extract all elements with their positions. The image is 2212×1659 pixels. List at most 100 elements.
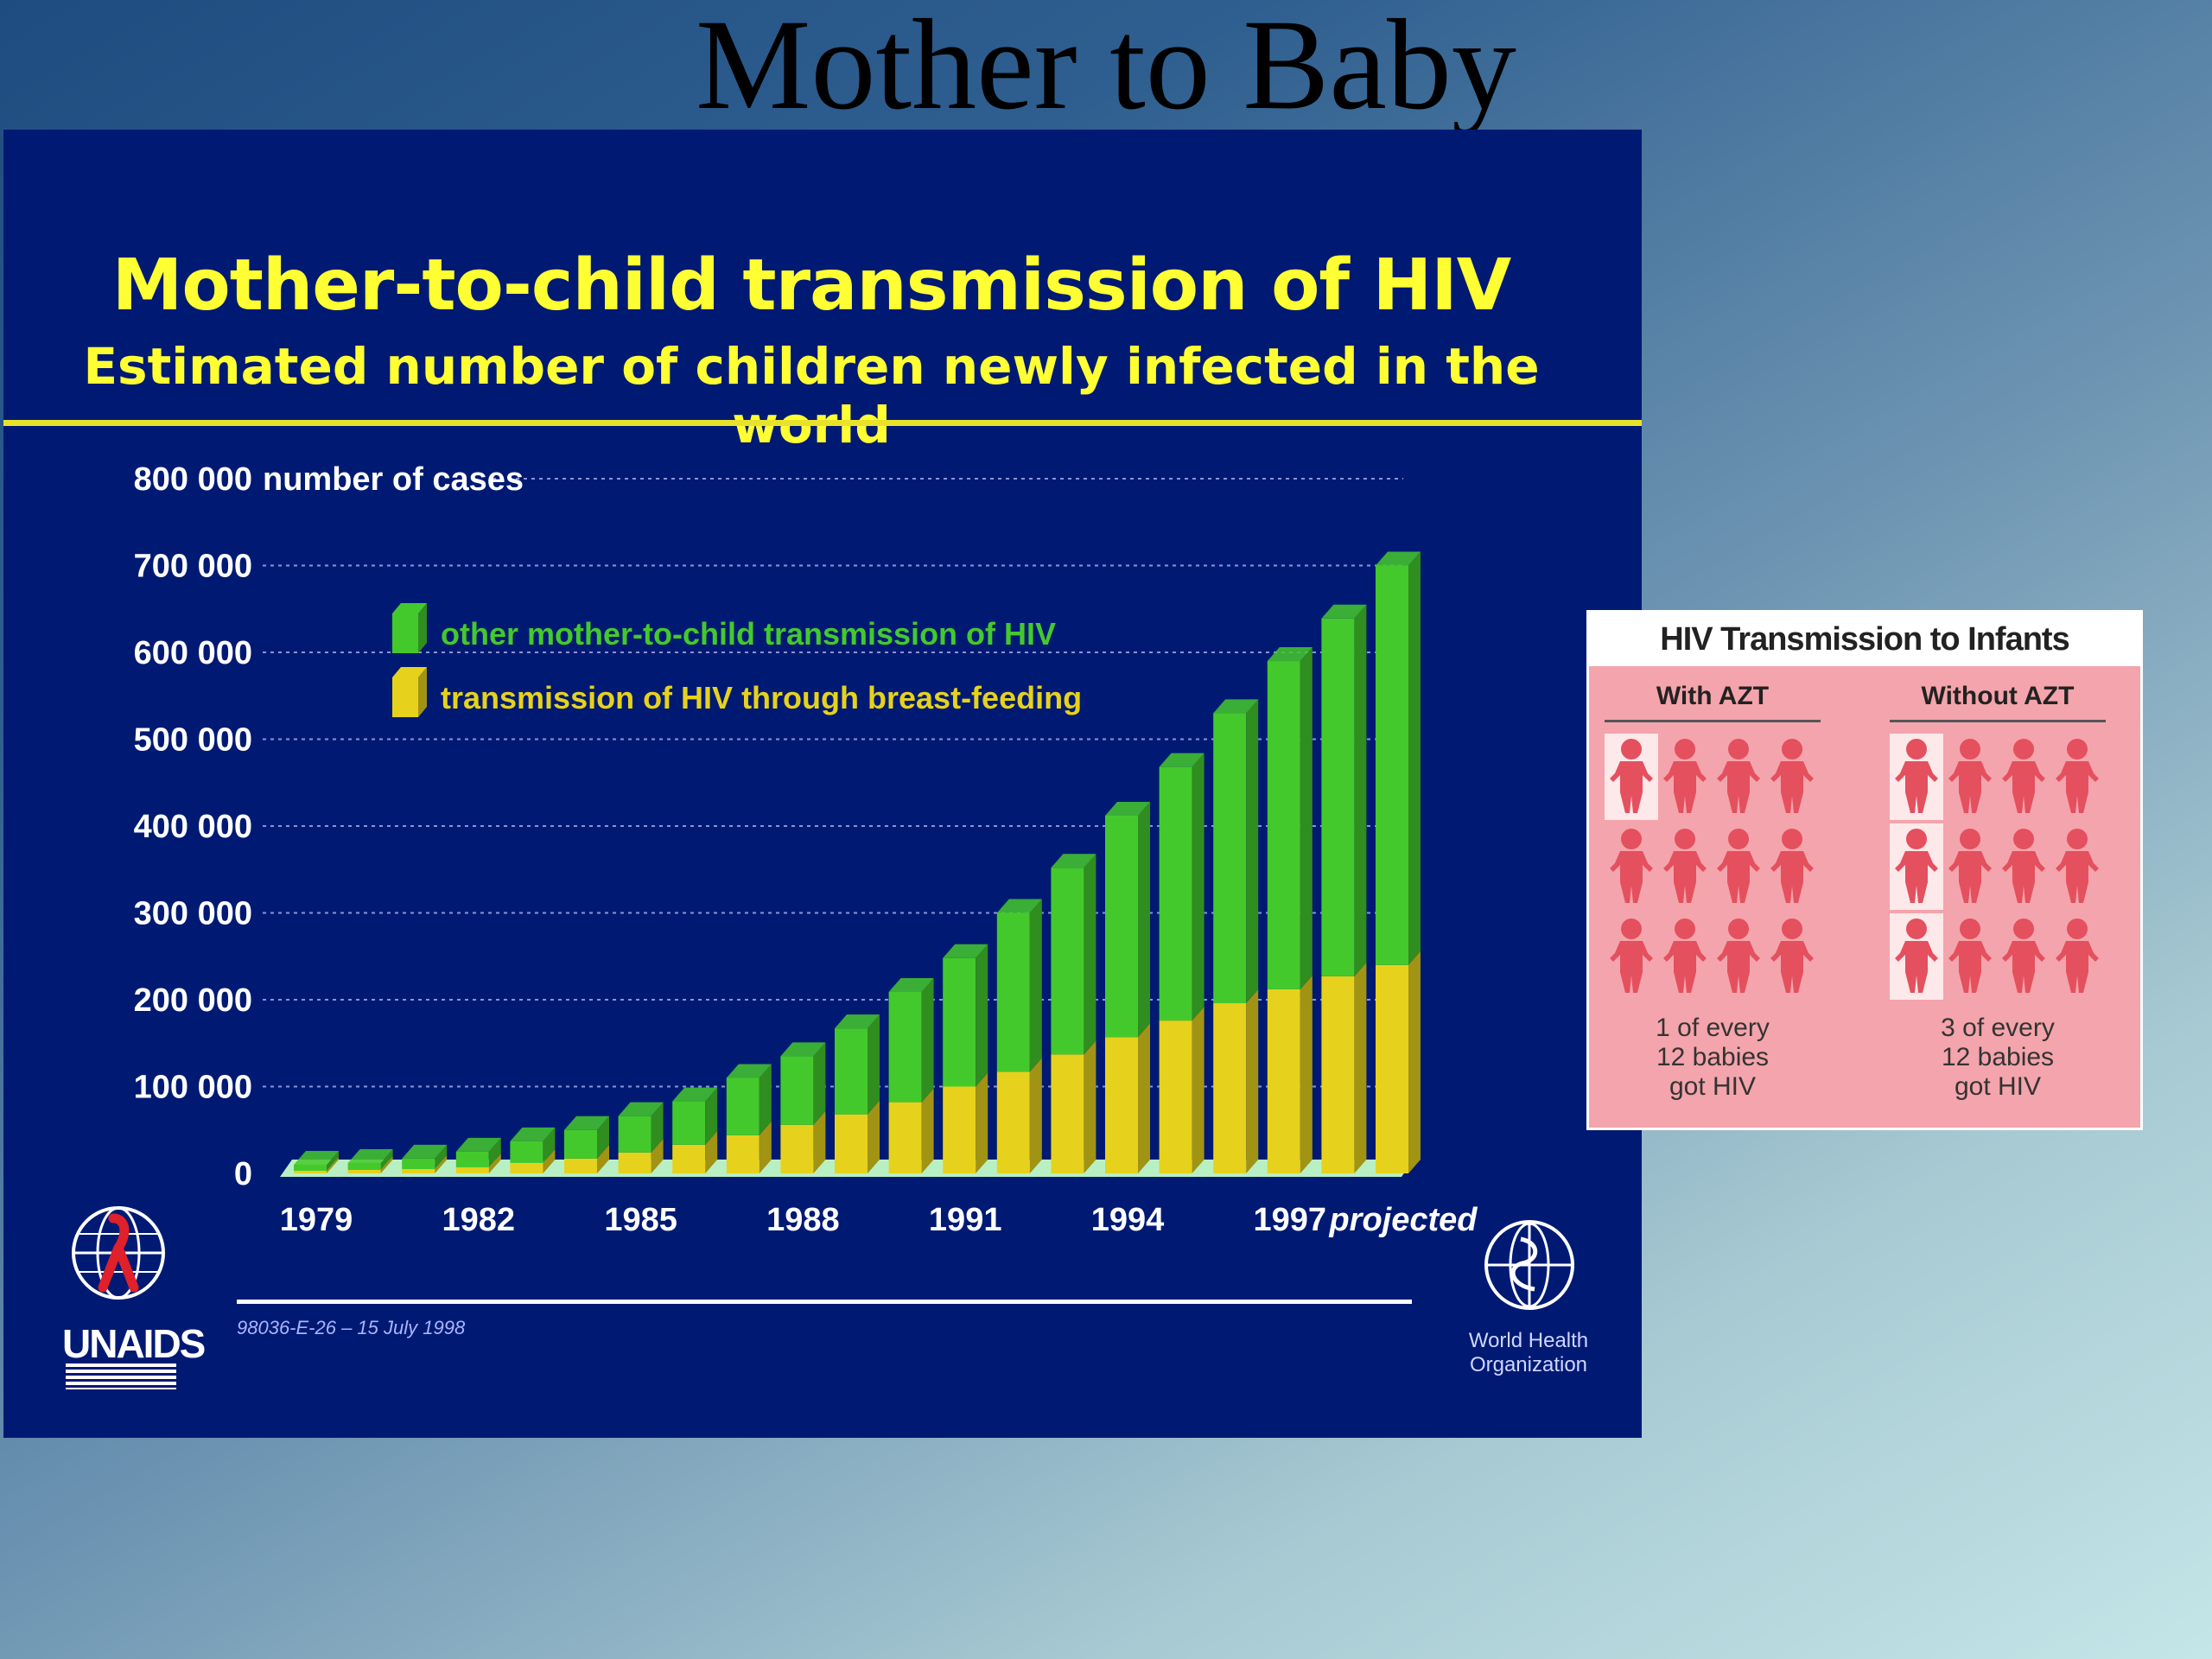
without-azt-heading: Without AZT <box>1921 682 2075 710</box>
bar-other-transmission-side <box>1084 854 1096 1055</box>
footer-rule <box>237 1300 1412 1304</box>
bar-breastfeeding <box>1051 1054 1084 1173</box>
y-axis-label: number of cases <box>263 461 524 498</box>
bar-other-transmission <box>943 957 976 1087</box>
bar-top <box>347 1148 393 1163</box>
bar-breastfeeding <box>1105 1037 1138 1173</box>
y-tick-label: 700 000 <box>134 549 252 585</box>
y-tick-label: 800 000 <box>134 461 252 498</box>
bar-other-transmission-side <box>1192 753 1205 1021</box>
bar-other-transmission-side <box>597 1116 609 1159</box>
infected-baby-icon <box>1890 823 1943 910</box>
bar-breastfeeding-side <box>651 1138 664 1173</box>
bar-other-transmission <box>1213 713 1247 1004</box>
bar-breastfeeding-side <box>1408 950 1421 1173</box>
legend-swatch <box>392 613 418 653</box>
baby-icon <box>2050 734 2104 820</box>
with-azt-caption-2: 12 babies <box>1656 1043 1770 1071</box>
y-tick-label: 100 000 <box>134 1070 252 1106</box>
x-tick-label: projected <box>1328 1202 1478 1238</box>
bar-breastfeeding <box>1376 964 1408 1173</box>
slide-title: Mother to Baby <box>696 0 1516 137</box>
x-tick-label: 1997 <box>1254 1202 1327 1238</box>
bar-breastfeeding <box>1321 976 1355 1173</box>
bar-other-transmission-side <box>1408 551 1421 965</box>
bar-top <box>402 1144 448 1159</box>
x-tick-label: 1985 <box>604 1202 677 1238</box>
bar-other-transmission <box>1321 618 1355 976</box>
bar-breastfeeding <box>510 1162 543 1173</box>
without-azt-caption: 3 of every 12 babies got HIV <box>1890 1014 2106 1102</box>
with-azt-heading: With AZT <box>1656 682 1770 710</box>
bar-top <box>618 1102 664 1116</box>
baby-icon <box>1712 734 1765 820</box>
bar-top <box>1376 551 1421 566</box>
bar-other-transmission <box>1159 766 1192 1021</box>
x-tick-label: 1979 <box>280 1202 353 1238</box>
bar-top <box>564 1116 609 1130</box>
bar-breastfeeding <box>347 1169 381 1173</box>
bar-top <box>1321 604 1367 619</box>
bar-breastfeeding <box>1159 1020 1192 1173</box>
bar-other-transmission <box>726 1077 760 1135</box>
unaids-subtext <box>66 1363 176 1389</box>
with-azt-caption-3: got HIV <box>1669 1072 1757 1101</box>
legend-swatch-side <box>418 603 427 653</box>
baby-icon <box>1712 913 1765 1000</box>
bar-other-transmission-side <box>1246 699 1259 1004</box>
baby-icon <box>1997 734 2050 820</box>
bar-other-transmission <box>564 1129 597 1159</box>
baby-icon <box>1943 823 1997 910</box>
bar-breastfeeding-side <box>1354 962 1367 1173</box>
bar-other-transmission-side <box>1300 647 1313 989</box>
title-rule <box>3 420 1642 426</box>
azt-inset-panel: HIV Transmission to Infants With AZT 1 o… <box>1586 610 2143 1130</box>
y-tick-label: 200 000 <box>134 982 252 1019</box>
who-logo-icon <box>1484 1220 1574 1310</box>
infected-baby-icon <box>1605 734 1658 820</box>
bar-other-transmission <box>1051 868 1084 1055</box>
baby-icon <box>1765 734 1819 820</box>
without-azt-baby-grid <box>1890 734 2106 1001</box>
baby-icon <box>1943 913 1997 1000</box>
bar-top <box>943 944 988 958</box>
bar-breastfeeding-side <box>705 1130 718 1173</box>
bar-breastfeeding <box>996 1071 1030 1173</box>
bar-breastfeeding-side <box>1300 975 1313 1173</box>
bar-top <box>1051 854 1096 868</box>
bar-other-transmission <box>294 1164 327 1171</box>
bar-breastfeeding-side <box>543 1148 556 1173</box>
bar-breastfeeding-side <box>759 1121 772 1173</box>
bar-breastfeeding <box>672 1144 706 1173</box>
bar-other-transmission-side <box>327 1150 339 1171</box>
bar-other-transmission-side <box>1138 801 1150 1038</box>
bar-breastfeeding-side <box>868 1100 880 1173</box>
bar-other-transmission <box>996 912 1030 1072</box>
bar-breastfeeding-side <box>435 1154 448 1173</box>
bar-top <box>888 977 934 992</box>
bar-other-transmission-side <box>1029 899 1042 1072</box>
bar-breastfeeding-side <box>1192 1007 1205 1173</box>
bar-other-transmission-side <box>705 1087 718 1145</box>
legend-label: other mother-to-child transmission of HI… <box>441 616 1056 652</box>
without-azt-caption-3: got HIV <box>1954 1072 2042 1101</box>
bar-breastfeeding-side <box>1084 1040 1096 1173</box>
legend-swatch-side <box>418 667 427 717</box>
who-label-line-1: World Health <box>1468 1329 1589 1352</box>
legend-item-other: other mother-to-child transmission of HI… <box>392 603 1056 653</box>
legend-item-breastfeeding: transmission of HIV through breast-feedi… <box>392 667 1082 717</box>
bar-breastfeeding <box>1267 988 1300 1173</box>
bar-breastfeeding-side <box>488 1153 501 1173</box>
bar-other-transmission <box>455 1151 489 1167</box>
bar-top <box>1213 699 1259 714</box>
bar-other-transmission-side <box>543 1127 556 1163</box>
bar-other-transmission <box>835 1028 868 1115</box>
baby-icon <box>2050 913 2104 1000</box>
y-tick-label: 300 000 <box>134 896 252 932</box>
bar-other-transmission <box>1376 565 1408 965</box>
bar-breastfeeding <box>564 1158 597 1173</box>
infected-baby-icon <box>1890 734 1943 820</box>
who-label: World Health Organization <box>1464 1329 1593 1377</box>
bar-other-transmission <box>402 1158 435 1169</box>
baby-icon <box>1658 913 1712 1000</box>
